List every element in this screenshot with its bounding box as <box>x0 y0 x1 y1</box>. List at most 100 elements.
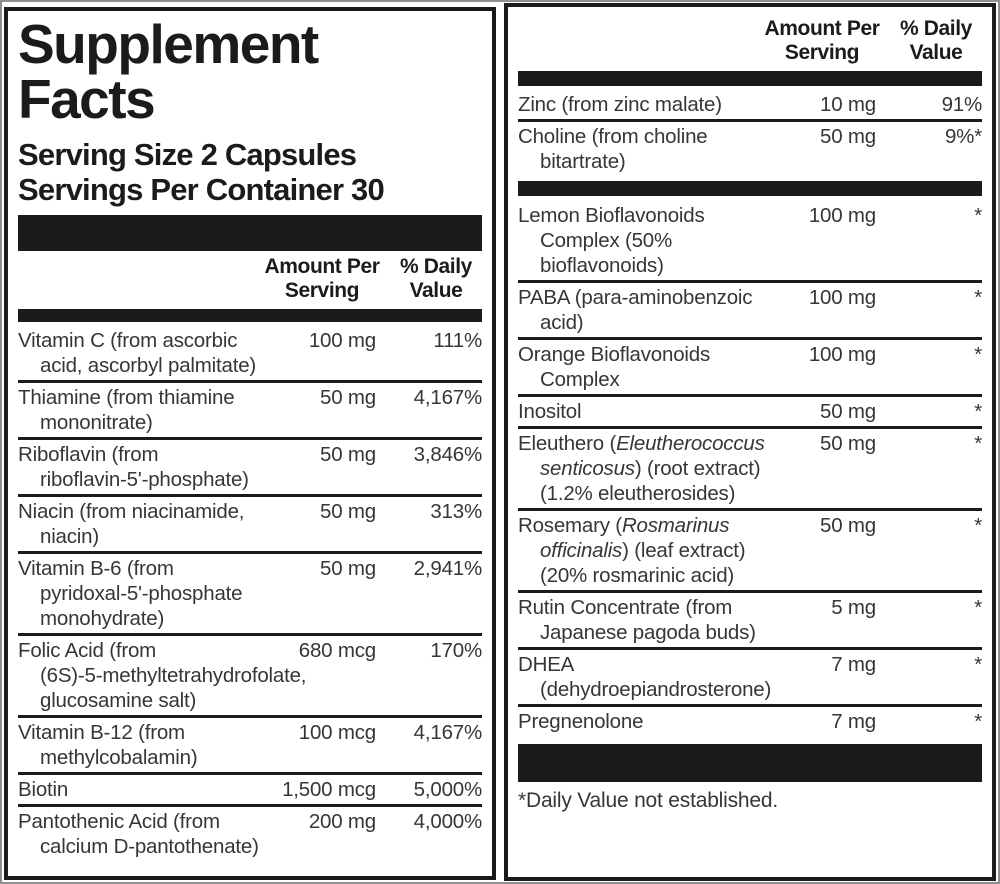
panel-left: Supplement Facts Serving Size 2 Capsules… <box>4 7 496 880</box>
ingredient-name-continued: pyridoxal-5'-phosphate <box>40 582 243 605</box>
amount-per-serving: 50 mg <box>820 432 876 455</box>
ingredient-name-continued: (1.2% eleutherosides) <box>540 482 736 505</box>
percent-daily-value: * <box>974 286 982 309</box>
ingredient-name: Lemon Bioflavonoids <box>518 204 705 227</box>
ingredient-name: Pantothenic Acid (from <box>18 810 220 833</box>
amount-per-serving: 50 mg <box>320 386 376 409</box>
divider-bar-thin <box>518 71 982 86</box>
ingredient-name-continued: calcium D-pantothenate) <box>40 835 259 858</box>
ingredient-name-continued: acid) <box>540 311 584 334</box>
percent-daily-value: 3,846% <box>413 443 483 466</box>
ingredient-row: Choline (from choline 50 mg 9%* bitartrate) <box>518 119 982 176</box>
ingredient-name: Vitamin C (from ascorbic <box>18 329 238 352</box>
ingredient-row: Riboflavin (from 50 mg 3,846% riboflavin-5'… <box>18 437 482 494</box>
percent-daily-value: 2,941% <box>413 557 483 580</box>
label-title: Supplement Facts <box>18 13 319 130</box>
ingredient-name: Zinc (from zinc malate) <box>518 93 722 116</box>
amount-per-serving: 100 mcg <box>298 721 376 744</box>
ingredient-table-left: Vitamin C (from ascorbic 100 mg 111% acid, … <box>18 326 482 861</box>
ingredient-name-continued: bitartrate) <box>540 150 626 173</box>
servings-per-container: Servings Per Container 30 <box>18 172 385 207</box>
ingredient-row: Inositol 50 mg * <box>518 394 982 426</box>
amount-per-serving: 7 mg <box>831 653 876 676</box>
daily-value-footnote: *Daily Value not established. <box>518 789 778 812</box>
ingredient-name: Vitamin B-6 (from <box>18 557 174 580</box>
amount-per-serving: 100 mg <box>808 286 876 309</box>
ingredient-row: Pantothenic Acid (from 200 mg 4,000% calciu… <box>18 804 482 861</box>
ingredient-row: Folic Acid (from 680 mcg 170% (6S)-5-methyl… <box>18 633 482 715</box>
ingredient-row: Eleuthero (Eleutherococcus 50 mg * senticos… <box>518 426 982 508</box>
ingredient-name-continued: monohydrate) <box>40 607 165 630</box>
ingredient-name: PABA (para-aminobenzoic <box>518 286 753 309</box>
amount-per-serving: 1,500 mcg <box>282 778 376 801</box>
amount-per-serving: 50 mg <box>320 500 376 523</box>
ingredient-name-continued: Complex <box>540 368 620 391</box>
amount-per-serving: 50 mg <box>320 557 376 580</box>
ingredient-name: Pregnenolone <box>518 710 644 733</box>
ingredient-row: Niacin (from niacinamide, 50 mg 313% niacin… <box>18 494 482 551</box>
ingredient-row: Rutin Concentrate (from 5 mg * Japanese pag… <box>518 590 982 647</box>
percent-daily-value: 9%* <box>944 125 982 148</box>
amount-per-serving: 7 mg <box>831 710 876 733</box>
ingredient-row: Vitamin B-6 (from 50 mg 2,941% pyridoxal-5'… <box>18 551 482 633</box>
ingredient-name-continued: mononitrate) <box>40 411 153 434</box>
amount-per-serving-header: Amount Per Serving <box>264 255 380 302</box>
ingredient-name-continued: (dehydroepiandrosterone) <box>540 678 772 701</box>
ingredient-name-continued: Complex (50% <box>540 229 673 252</box>
percent-daily-value: 5,000% <box>413 778 483 801</box>
ingredient-row: Orange Bioflavonoids 100 mg * Complex <box>518 337 982 394</box>
ingredient-row: Pregnenolone 7 mg * <box>518 704 982 736</box>
ingredient-name-continued: riboflavin-5'-phosphate) <box>40 468 249 491</box>
ingredient-name-continued: acid, ascorbyl palmitate) <box>40 354 257 377</box>
ingredient-name: Choline (from choline <box>518 125 708 148</box>
ingredient-row: DHEA 7 mg * (dehydroepiandrosterone) <box>518 647 982 704</box>
ingredient-row: Thiamine (from thiamine 50 mg 4,167% mononi… <box>18 380 482 437</box>
amount-per-serving: 50 mg <box>820 400 876 423</box>
ingredient-name-continued: niacin) <box>40 525 99 548</box>
percent-daily-value: * <box>974 343 982 366</box>
daily-value-header: % Daily Value <box>900 17 972 64</box>
section-divider-bar <box>518 744 982 782</box>
ingredient-name: Orange Bioflavonoids <box>518 343 711 366</box>
ingredient-name: Vitamin B-12 (from <box>18 721 185 744</box>
ingredient-row: Vitamin C (from ascorbic 100 mg 111% acid, … <box>18 326 482 380</box>
percent-daily-value: 91% <box>941 93 983 116</box>
percent-daily-value: 111% <box>433 329 482 352</box>
ingredient-row: Rosemary (Rosmarinus 50 mg * officinalis) (… <box>518 508 982 590</box>
serving-info: Serving Size 2 Capsules Servings Per Con… <box>18 137 482 207</box>
amount-per-serving-header: Amount Per Serving <box>764 17 880 64</box>
ingredient-name-continued: bioflavonoids) <box>540 254 664 277</box>
percent-daily-value: * <box>974 710 982 733</box>
percent-daily-value: 4,000% <box>413 810 483 833</box>
ingredient-name-continued: glucosamine salt) <box>40 689 197 712</box>
divider-bar-thick <box>18 215 482 251</box>
percent-daily-value: 313% <box>430 500 482 523</box>
ingredient-name-continued: (6S)-5-methyltetrahydrofolate, <box>40 664 307 687</box>
ingredient-name-continued: Japanese pagoda buds) <box>540 621 756 644</box>
percent-daily-value: 4,167% <box>413 721 483 744</box>
ingredient-row: Vitamin B-12 (from 100 mcg 4,167% methylcob… <box>18 715 482 772</box>
ingredient-table-right: Zinc (from zinc malate) 10 mg 91% Choline (… <box>518 90 982 782</box>
column-headers-left: Amount Per Serving % Daily Value <box>18 255 482 303</box>
ingredient-name: Inositol <box>518 400 582 423</box>
ingredient-name-continued: methylcobalamin) <box>40 746 198 769</box>
ingredient-name: Rosemary (Rosmarinus <box>518 514 730 537</box>
ingredient-name-continued: senticosus) (root extract) <box>540 457 761 480</box>
panel-right: Amount Per Serving % Daily Value Zinc (f… <box>504 3 996 881</box>
ingredient-row: Biotin 1,500 mcg 5,000% <box>18 772 482 804</box>
serving-size: Serving Size 2 Capsules <box>18 137 357 172</box>
ingredient-row: Lemon Bioflavonoids 100 mg * Complex (50% bi… <box>518 201 982 280</box>
daily-value-header: % Daily Value <box>400 255 472 302</box>
percent-daily-value: * <box>974 514 982 537</box>
ingredient-name: Riboflavin (from <box>18 443 159 466</box>
ingredient-name-continued: (20% rosmarinic acid) <box>540 564 735 587</box>
amount-per-serving: 100 mg <box>808 343 876 366</box>
amount-per-serving: 5 mg <box>831 596 876 619</box>
ingredient-name: Niacin (from niacinamide, <box>18 500 245 523</box>
ingredient-name: Folic Acid (from <box>18 639 157 662</box>
percent-daily-value: * <box>974 432 982 455</box>
ingredient-name: Thiamine (from thiamine <box>18 386 235 409</box>
column-headers-right: Amount Per Serving % Daily Value <box>518 17 982 65</box>
amount-per-serving: 100 mg <box>308 329 376 352</box>
